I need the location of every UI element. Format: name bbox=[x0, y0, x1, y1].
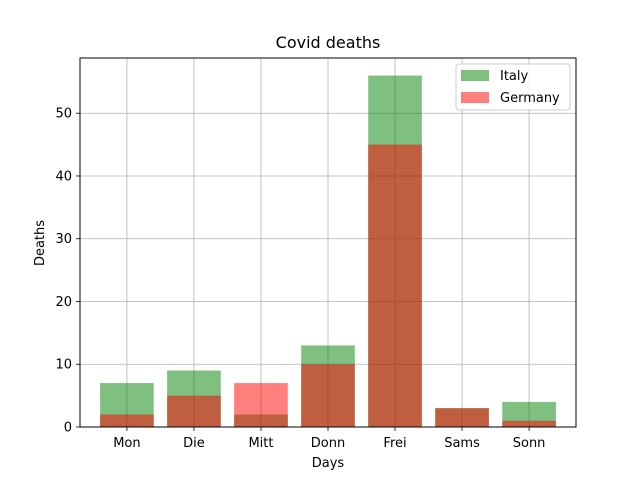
y-tick-label: 30 bbox=[55, 232, 72, 247]
legend-swatch-germany bbox=[461, 92, 489, 103]
x-tick-label: Mon bbox=[113, 436, 140, 451]
x-axis-label: Days bbox=[312, 456, 345, 471]
y-axis-label: Deaths bbox=[33, 220, 48, 266]
y-tick-label: 40 bbox=[55, 169, 72, 184]
legend-swatch-italy bbox=[461, 70, 489, 81]
x-tick-label: Die bbox=[183, 436, 205, 451]
bar-germany-frei bbox=[368, 144, 422, 427]
bar-germany-mitt bbox=[234, 383, 288, 427]
legend-label-italy: Italy bbox=[500, 69, 529, 84]
y-tick-label: 20 bbox=[55, 295, 72, 310]
y-tick-label: 50 bbox=[55, 107, 72, 122]
x-tick-label: Frei bbox=[383, 436, 406, 451]
x-tick-label: Mitt bbox=[248, 436, 273, 451]
bar-germany-sams bbox=[435, 408, 489, 427]
bars bbox=[100, 75, 556, 428]
y-tick-label: 10 bbox=[55, 358, 72, 373]
chart-title: Covid deaths bbox=[276, 33, 381, 52]
bar-germany-donn bbox=[301, 364, 355, 427]
bar-germany-mon bbox=[100, 414, 154, 427]
y-ticks: 0 10 20 30 40 50 bbox=[55, 107, 80, 436]
bar-germany-die bbox=[167, 395, 221, 427]
y-tick-label: 0 bbox=[64, 421, 72, 436]
x-tick-label: Donn bbox=[311, 436, 345, 451]
bar-germany-sonn bbox=[502, 420, 556, 427]
x-tick-label: Sams bbox=[444, 436, 480, 451]
legend-label-germany: Germany bbox=[500, 91, 560, 106]
legend: Italy Germany bbox=[455, 63, 571, 111]
x-ticks: Mon Die Mitt Donn Frei Sams Sonn bbox=[113, 427, 545, 451]
x-tick-label: Sonn bbox=[513, 436, 546, 451]
